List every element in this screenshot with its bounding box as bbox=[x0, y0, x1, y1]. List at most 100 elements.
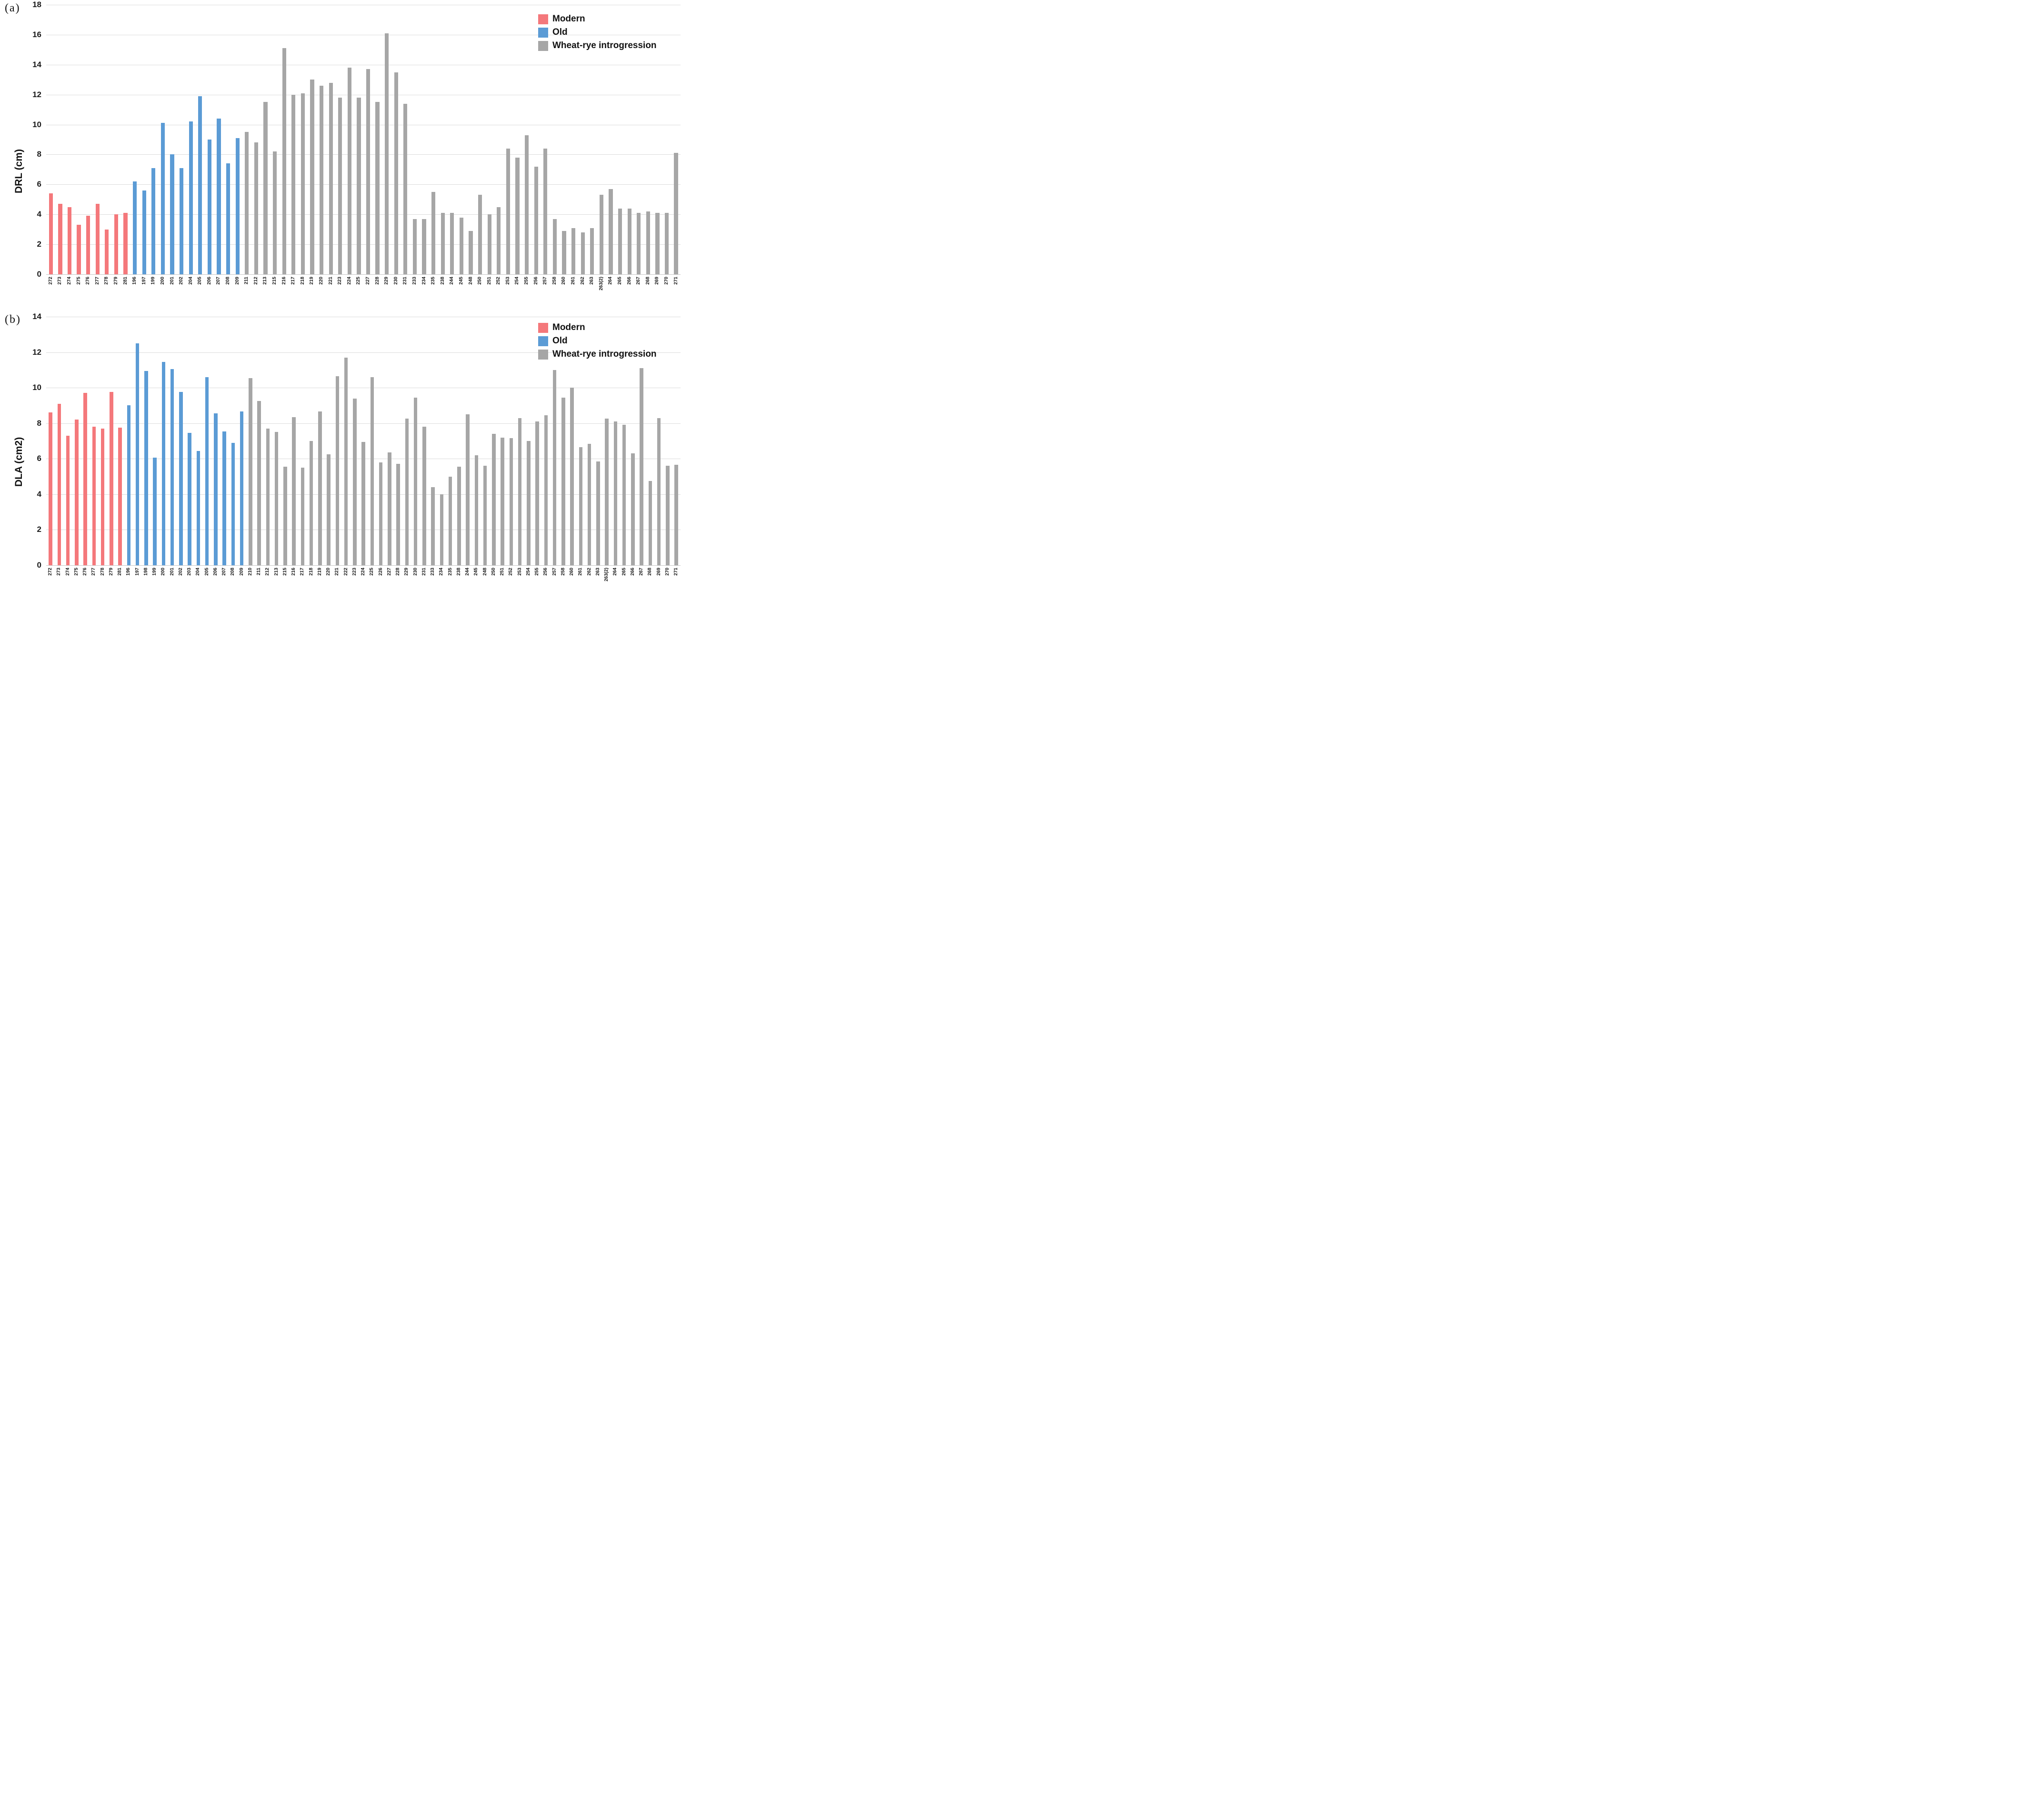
gridline bbox=[46, 352, 681, 353]
bar-221 bbox=[329, 82, 333, 274]
bar-275 bbox=[75, 420, 79, 565]
x-axis-label: 264 bbox=[612, 568, 618, 576]
gridline bbox=[46, 154, 681, 155]
bar-209 bbox=[235, 138, 240, 274]
bar-slot bbox=[214, 5, 224, 274]
bar-199 bbox=[151, 168, 156, 274]
legend-label-old: Old bbox=[552, 336, 568, 346]
bar-235 bbox=[448, 476, 452, 565]
bar-217 bbox=[301, 467, 305, 565]
bar-slot bbox=[438, 5, 448, 274]
bar-231 bbox=[422, 427, 426, 565]
x-label-slot: 230 bbox=[391, 277, 401, 290]
x-axis-label: 263(2) bbox=[598, 277, 604, 290]
bar-267 bbox=[637, 213, 641, 274]
x-label-slot: 272 bbox=[46, 277, 56, 290]
x-label-slot: 219 bbox=[316, 568, 324, 581]
bar-278 bbox=[100, 428, 105, 565]
x-axis-label: 253 bbox=[517, 568, 522, 576]
bar-slot bbox=[149, 5, 159, 274]
bar-238 bbox=[441, 213, 445, 274]
bar-slot bbox=[615, 5, 625, 274]
bar-slot bbox=[646, 317, 654, 565]
bar-slot bbox=[280, 5, 289, 274]
x-label-slot: 206 bbox=[211, 568, 220, 581]
x-label-slot: 253 bbox=[516, 568, 524, 581]
x-axis-label: 199 bbox=[150, 277, 156, 285]
legend-swatch-modern bbox=[538, 14, 548, 24]
bar-slot bbox=[653, 5, 662, 274]
bar-slot bbox=[186, 5, 196, 274]
x-axis-label: 211 bbox=[256, 568, 262, 576]
x-label-slot: 255 bbox=[533, 568, 541, 581]
x-label-slot: 221 bbox=[333, 568, 341, 581]
panel-a-bars bbox=[46, 5, 681, 274]
bar-269 bbox=[655, 213, 660, 274]
bar-slot bbox=[541, 317, 550, 565]
x-label-slot: 253 bbox=[503, 277, 513, 290]
panel-a-x-axis-labels: 272 273 274 275 276 277 278 279 281 196 197 199 200 2… bbox=[46, 277, 681, 290]
x-axis-label: 271 bbox=[673, 277, 679, 285]
x-axis-label: 196 bbox=[132, 277, 138, 285]
y-axis-tick-label: 16 bbox=[32, 30, 41, 39]
x-axis-label: 270 bbox=[663, 277, 669, 285]
bar-slot bbox=[246, 317, 255, 565]
x-label-slot: 278 bbox=[102, 277, 112, 290]
bar-227 bbox=[388, 452, 391, 565]
y-axis-tick-label: 0 bbox=[37, 270, 41, 279]
bar-slot bbox=[124, 317, 133, 565]
bar-slot bbox=[637, 317, 646, 565]
bar-slot bbox=[587, 5, 597, 274]
x-axis-label: 234 bbox=[439, 568, 444, 576]
bar-slot bbox=[463, 317, 472, 565]
bar-slot bbox=[533, 317, 541, 565]
bar-slot bbox=[578, 5, 588, 274]
x-axis-label: 217 bbox=[300, 568, 305, 576]
bar-slot bbox=[168, 5, 177, 274]
x-label-slot: 218 bbox=[298, 277, 308, 290]
x-axis-label: 252 bbox=[508, 568, 514, 576]
x-label-slot: 198 bbox=[142, 568, 150, 581]
bar-224 bbox=[361, 441, 365, 565]
bar-256 bbox=[544, 415, 548, 565]
x-label-slot: 263(2) bbox=[597, 277, 606, 290]
bar-slot bbox=[560, 5, 569, 274]
bar-slot bbox=[289, 5, 298, 274]
x-label-slot: 263 bbox=[587, 277, 597, 290]
panel-b-x-axis-labels: 272 273 274 275 276 277 278 279 281 196 197 198 199 2… bbox=[46, 568, 681, 581]
bar-slot bbox=[251, 5, 261, 274]
bar-slot bbox=[620, 317, 629, 565]
bar-228 bbox=[375, 102, 380, 274]
x-label-slot: 275 bbox=[72, 568, 81, 581]
x-label-slot: 271 bbox=[671, 277, 681, 290]
bar-207 bbox=[217, 118, 221, 274]
bar-281 bbox=[123, 213, 128, 274]
x-axis-label: 269 bbox=[654, 277, 660, 285]
bar-234 bbox=[422, 219, 426, 274]
x-label-slot: 222 bbox=[342, 568, 351, 581]
bar-229 bbox=[405, 419, 409, 565]
bar-slot bbox=[472, 317, 481, 565]
x-label-slot: 252 bbox=[494, 277, 504, 290]
bar-slot bbox=[490, 317, 498, 565]
x-label-slot: 207 bbox=[220, 568, 229, 581]
bar-200 bbox=[161, 362, 166, 565]
x-label-slot: 260 bbox=[560, 277, 569, 290]
bar-254 bbox=[515, 157, 520, 274]
bar-251 bbox=[487, 214, 491, 274]
bar-slot bbox=[46, 5, 56, 274]
x-label-slot: 264 bbox=[611, 568, 620, 581]
x-axis-label: 250 bbox=[491, 568, 496, 576]
legend-label-introgression: Wheat-rye introgression bbox=[552, 349, 657, 360]
x-axis-label: 212 bbox=[265, 568, 271, 576]
x-axis-label: 266 bbox=[626, 277, 632, 285]
bar-slot bbox=[401, 5, 411, 274]
bar-slot bbox=[194, 317, 202, 565]
bar-251 bbox=[501, 437, 504, 565]
bar-slot bbox=[220, 317, 229, 565]
x-label-slot: 225 bbox=[354, 277, 364, 290]
x-axis-label: 279 bbox=[108, 568, 114, 576]
x-axis-label: 275 bbox=[73, 568, 79, 576]
legend-swatch-introgression bbox=[538, 350, 548, 360]
x-label-slot: 250 bbox=[475, 277, 485, 290]
